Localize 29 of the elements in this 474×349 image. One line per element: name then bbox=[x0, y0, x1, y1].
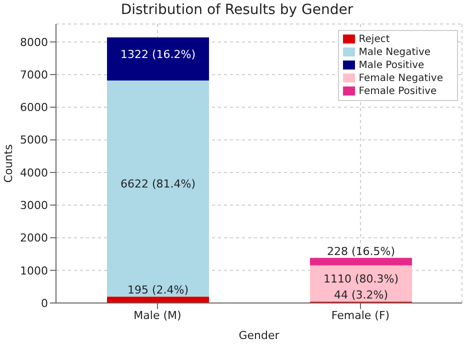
x-axis-title: Gender bbox=[238, 329, 280, 342]
y-tick-label: 3000 bbox=[20, 199, 48, 212]
chart-title: Distribution of Results by Gender bbox=[120, 2, 354, 18]
y-tick-label: 4000 bbox=[20, 166, 48, 180]
y-tick-label: 0 bbox=[41, 296, 48, 310]
bar bbox=[107, 80, 209, 297]
y-tick-label: 7000 bbox=[20, 68, 48, 82]
data-label: 195 (2.4%) bbox=[127, 284, 189, 297]
bar bbox=[107, 37, 209, 81]
y-tick-label: 5000 bbox=[20, 134, 48, 147]
y-tick-label: 1000 bbox=[20, 264, 48, 278]
legend-label: Male Positive bbox=[358, 60, 424, 71]
bar bbox=[107, 296, 209, 303]
data-label: 1322 (16.2%) bbox=[120, 48, 196, 61]
data-label: 6622 (81.4%) bbox=[120, 178, 196, 191]
y-tick-label: 6000 bbox=[20, 101, 48, 114]
legend-label: Female Negative bbox=[358, 73, 443, 84]
x-tick-label: Female (F) bbox=[331, 308, 390, 322]
legend-label: Male Negative bbox=[358, 47, 431, 58]
data-label: 1110 (80.3%) bbox=[323, 272, 399, 286]
legend-label: Female Positive bbox=[358, 86, 437, 97]
legend-label: Reject bbox=[358, 34, 390, 45]
data-label: 228 (16.5%) bbox=[326, 244, 396, 258]
bar bbox=[310, 258, 412, 266]
y-axis-title: Counts bbox=[2, 144, 15, 183]
y-tick-label: 2000 bbox=[20, 232, 48, 245]
x-tick-label: Male (M) bbox=[134, 308, 182, 322]
data-label: 44 (3.2%) bbox=[334, 288, 388, 302]
y-tick-label: 8000 bbox=[20, 36, 48, 49]
